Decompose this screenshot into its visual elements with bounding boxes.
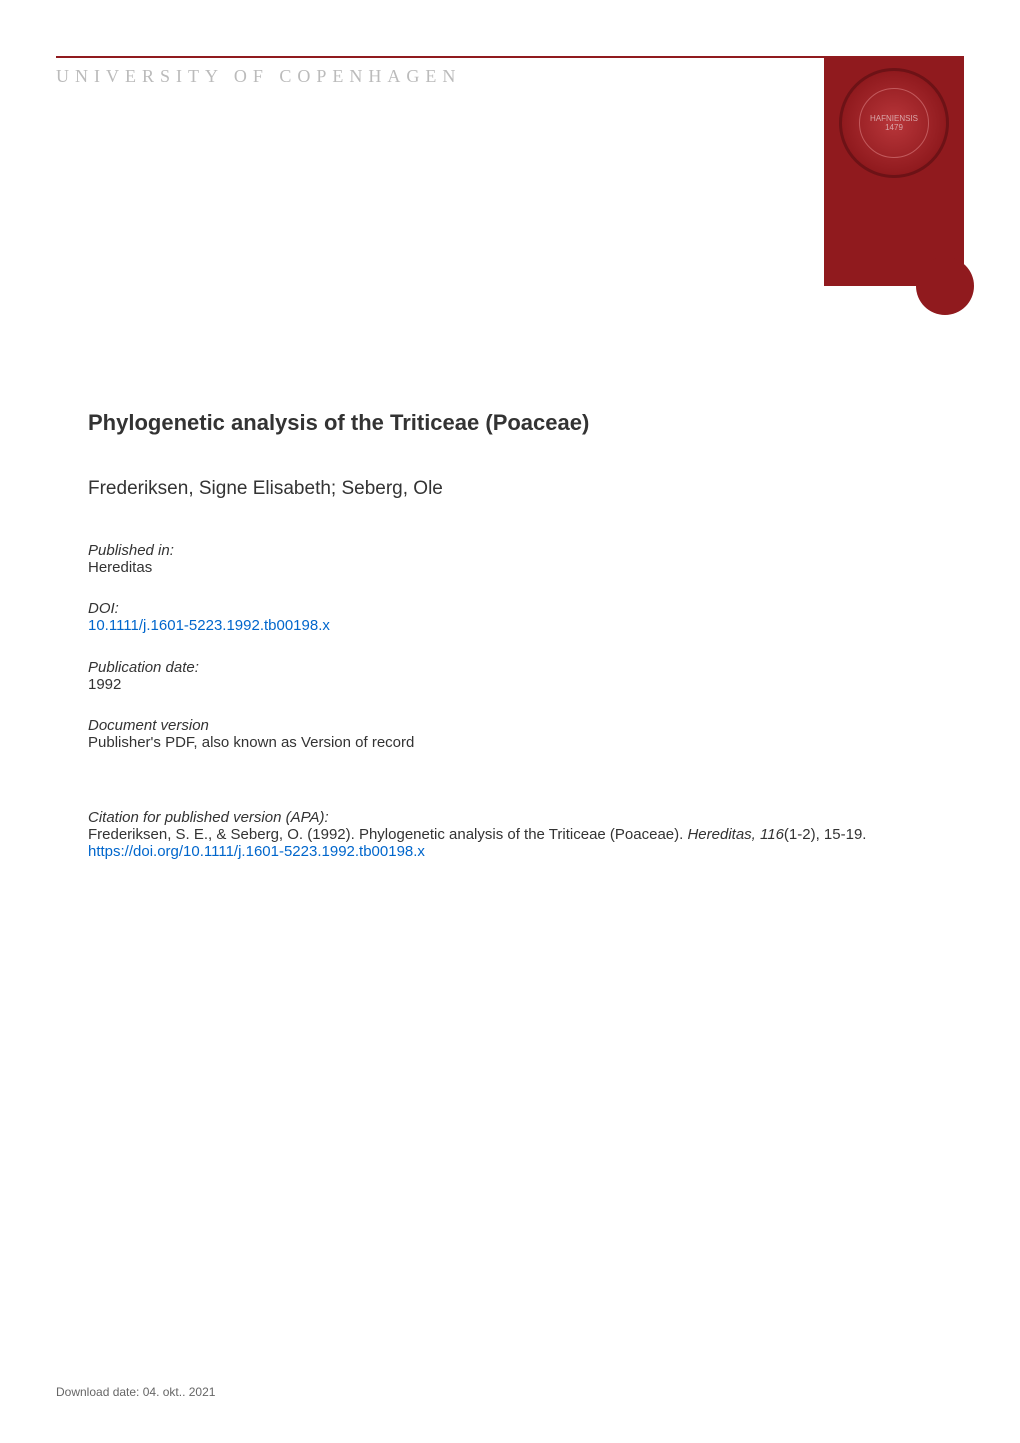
seal-column: HAFNIENSIS 1479 bbox=[824, 56, 964, 286]
doi-link[interactable]: 10.1111/j.1601-5223.1992.tb00198.x bbox=[88, 617, 330, 634]
institution-name: UNIVERSITY OF COPENHAGEN bbox=[56, 66, 461, 87]
citation-text: Frederiksen, S. E., & Seberg, O. (1992).… bbox=[88, 826, 932, 860]
pubdate-value: 1992 bbox=[88, 676, 932, 693]
seal-text-bottom: 1479 bbox=[885, 123, 903, 132]
accent-dot-icon bbox=[916, 257, 974, 315]
doi-block: DOI: 10.1111/j.1601-5223.1992.tb00198.x bbox=[88, 600, 932, 635]
doi-label: DOI: bbox=[88, 600, 932, 617]
paper-title: Phylogenetic analysis of the Triticeae (… bbox=[88, 410, 932, 436]
citation-block: Citation for published version (APA): Fr… bbox=[88, 809, 932, 860]
docversion-value: Publisher's PDF, also known as Version o… bbox=[88, 734, 932, 751]
docversion-label: Document version bbox=[88, 717, 932, 734]
published-in-label: Published in: bbox=[88, 542, 932, 559]
citation-vol-issue: , 116 bbox=[752, 826, 784, 843]
citation-pages: (1-2), 15-19. bbox=[784, 826, 867, 843]
main-content: Phylogenetic analysis of the Triticeae (… bbox=[88, 410, 932, 884]
citation-label: Citation for published version (APA): bbox=[88, 809, 932, 826]
pubdate-block: Publication date: 1992 bbox=[88, 659, 932, 693]
citation-doi-link[interactable]: https://doi.org/10.1111/j.1601-5223.1992… bbox=[88, 843, 425, 860]
published-in-value: Hereditas bbox=[88, 559, 932, 576]
seal-inner-ring: HAFNIENSIS 1479 bbox=[859, 88, 929, 158]
published-in-block: Published in: Hereditas bbox=[88, 542, 932, 576]
seal-text-top: HAFNIENSIS bbox=[870, 114, 918, 123]
citation-line1: Frederiksen, S. E., & Seberg, O. (1992).… bbox=[88, 826, 687, 843]
docversion-block: Document version Publisher's PDF, also k… bbox=[88, 717, 932, 751]
university-seal-icon: HAFNIENSIS 1479 bbox=[839, 68, 949, 178]
paper-authors: Frederiksen, Signe Elisabeth; Seberg, Ol… bbox=[88, 478, 932, 500]
citation-journal: Hereditas bbox=[687, 826, 751, 843]
download-date: Download date: 04. okt.. 2021 bbox=[56, 1385, 215, 1399]
pubdate-label: Publication date: bbox=[88, 659, 932, 676]
